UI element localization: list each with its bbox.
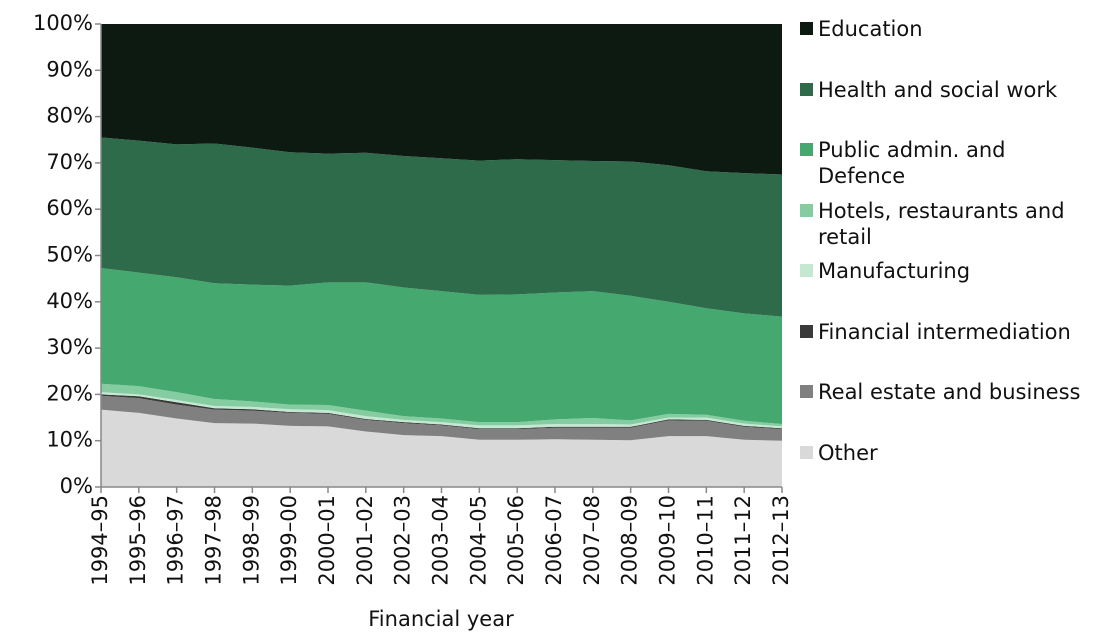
y-tick-label: 40% — [46, 289, 93, 313]
legend-item: Hotels, restaurants and retail — [800, 198, 1092, 259]
area — [101, 137, 782, 317]
y-tick-label: 10% — [46, 428, 93, 452]
legend-swatch — [800, 143, 813, 156]
y-tick-label: 80% — [46, 104, 93, 128]
legend-label: Real estate and business — [818, 380, 1081, 404]
legend-label: Education — [818, 17, 923, 41]
legend-item: Public admin. and Defence — [800, 137, 1092, 198]
legend-item: Financial intermediation — [800, 319, 1092, 380]
areas — [101, 24, 782, 487]
y-tick-label: 20% — [46, 381, 93, 405]
legend-swatch — [800, 203, 813, 217]
area — [101, 268, 782, 425]
x-tick-label: 1997–98 — [202, 495, 226, 586]
x-tick-label: 2008–09 — [618, 495, 642, 586]
area — [101, 383, 782, 427]
legend-item: Health and social work — [800, 77, 1092, 138]
area — [101, 409, 782, 487]
legend-label: Financial intermediation — [818, 319, 1071, 344]
y-tick-label: 30% — [46, 335, 93, 359]
y-tick-label: 60% — [46, 196, 93, 220]
legend-swatch — [800, 22, 813, 35]
legend-label: Health and social work — [818, 77, 1058, 102]
y-tick-label: 90% — [46, 57, 93, 81]
area — [101, 395, 782, 441]
x-tick-label: 2000–01 — [315, 495, 339, 586]
x-tick-label: 2010–11 — [693, 495, 717, 586]
y-tick-label: 50% — [46, 243, 93, 267]
legend-item: Other — [800, 440, 1092, 501]
area — [101, 24, 782, 175]
y-tick-label: 100% — [33, 11, 93, 35]
x-tick-label: 2001–02 — [353, 495, 377, 586]
legend-item: Manufacturing — [800, 258, 1092, 319]
x-tick-label: 2002–03 — [391, 495, 415, 586]
x-tick-label: 1996–97 — [164, 495, 188, 586]
legend-swatch — [800, 445, 813, 459]
x-tick-label: 1998–99 — [239, 495, 263, 586]
x-tick-label: 1999–00 — [277, 495, 301, 586]
x-tick-label: 2004–05 — [466, 495, 490, 586]
x-axis-title: Financial year — [368, 607, 514, 631]
x-tick-label: 2012–13 — [769, 495, 793, 586]
legend-item: Education — [800, 16, 1092, 77]
x-tick-label: 1995–96 — [126, 495, 150, 586]
legend-swatch — [800, 385, 813, 398]
x-tick-label: 1994–95 — [88, 495, 112, 586]
legend-label: Manufacturing — [818, 259, 971, 283]
x-tick-label: 2006–07 — [542, 495, 566, 586]
legend-label: Other — [818, 440, 878, 465]
legend: Education Health and social work Public ad… — [800, 16, 1092, 500]
x-tick-label: 2009–10 — [656, 495, 680, 586]
legend-label: Hotels, restaurants and retail — [818, 198, 1065, 249]
legend-item: Real estate and business — [800, 379, 1092, 440]
legend-swatch — [800, 324, 813, 338]
y-tick-label: 70% — [46, 150, 93, 174]
legend-swatch — [800, 82, 813, 96]
x-tick-label: 2005–06 — [504, 495, 528, 586]
legend-swatch — [800, 264, 813, 277]
legend-label: Public admin. and Defence — [818, 138, 1006, 188]
y-tick-label: 0% — [60, 474, 93, 498]
x-tick-label: 2007–08 — [580, 495, 604, 586]
x-tick-label: 2003–04 — [429, 495, 453, 586]
x-tick-label: 2011–12 — [731, 495, 755, 586]
